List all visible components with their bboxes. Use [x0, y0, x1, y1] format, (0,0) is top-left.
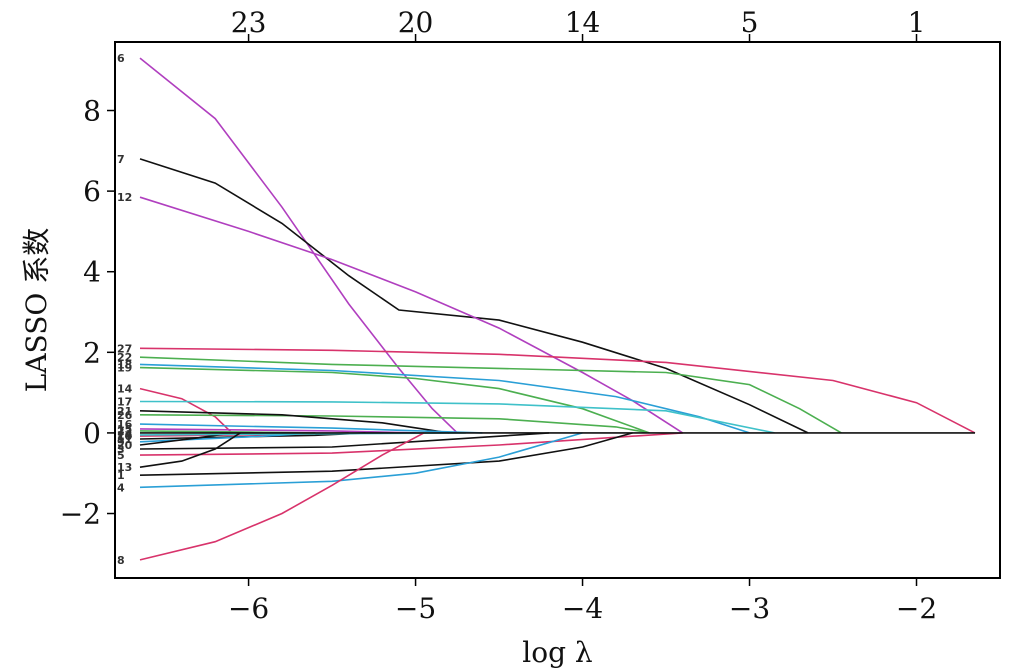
x-tick-label: −3 [729, 592, 770, 625]
top-tick-label: 1 [908, 6, 926, 39]
y-tick-label: −2 [60, 498, 101, 531]
series-label-6: 6 [117, 52, 125, 65]
series-label-16: 16 [117, 418, 133, 431]
series-label-7: 7 [117, 153, 125, 166]
x-tick-label: −5 [395, 592, 436, 625]
series-line-13 [139, 432, 241, 468]
series-label-20: 20 [117, 439, 133, 452]
top-tick-label: 20 [398, 6, 434, 39]
series-label-4: 4 [117, 481, 125, 494]
series-line-22 [139, 356, 842, 434]
series-lines [139, 57, 976, 561]
series-label-10: 10 [117, 430, 133, 443]
series-label-12: 12 [117, 191, 132, 204]
x-axis-title: log λ [522, 636, 592, 669]
series-labels: 6712272218191417262116151011920242335131… [117, 52, 133, 567]
series-label-9: 9 [117, 436, 125, 449]
series-label-15: 15 [117, 423, 132, 436]
series-label-11: 11 [117, 433, 132, 446]
x-tick-label: −4 [562, 592, 603, 625]
y-tick-label: 2 [83, 336, 101, 369]
series-line-19 [139, 366, 650, 434]
top-tick-label: 5 [741, 6, 759, 39]
y-axis-ticks: −2 0 2 4 6 8 [60, 95, 115, 531]
series-label-13: 13 [117, 461, 132, 474]
x-tick-label: −2 [896, 592, 937, 625]
series-line-26 [139, 414, 650, 434]
series-line-27 [139, 347, 976, 434]
series-label-3: 3 [117, 443, 125, 456]
series-label-17: 17 [117, 395, 132, 408]
series-line-8 [139, 432, 425, 561]
top-tick-label: 14 [565, 6, 601, 39]
y-tick-label: 8 [83, 95, 101, 128]
series-label-23: 23 [117, 425, 132, 438]
top-tick-label: 23 [231, 6, 267, 39]
y-axis-title: LASSO 系数 [20, 228, 53, 393]
series-line-3 [139, 432, 550, 450]
series-label-26: 26 [117, 409, 133, 422]
top-axis-ticks: 23 20 14 5 1 [231, 6, 926, 42]
series-line-5 [139, 432, 683, 456]
x-axis-ticks: −6 −5 −4 −3 −2 [228, 578, 937, 625]
series-label-19: 19 [117, 362, 132, 375]
plot-frame [114, 41, 1001, 579]
series-label-27: 27 [117, 342, 132, 355]
series-line-16 [139, 423, 483, 434]
series-line-6 [139, 57, 458, 434]
series-line-4 [139, 432, 583, 489]
series-line-18 [139, 363, 750, 434]
series-line-21 [139, 410, 450, 434]
series-label-1: 1 [117, 469, 125, 482]
series-label-24: 24 [117, 429, 133, 442]
series-line-7 [139, 158, 809, 434]
series-label-14: 14 [117, 383, 133, 396]
y-tick-label: 6 [83, 175, 101, 208]
series-label-21: 21 [117, 405, 132, 418]
series-line-1 [139, 432, 633, 476]
series-label-22: 22 [117, 351, 132, 364]
series-line-14 [139, 387, 233, 434]
x-tick-label: −6 [228, 592, 269, 625]
series-line-17 [139, 400, 775, 434]
y-tick-label: 0 [83, 417, 101, 450]
series-label-8: 8 [117, 554, 125, 567]
series-label-18: 18 [117, 358, 132, 371]
series-label-5: 5 [117, 449, 125, 462]
series-line-12 [139, 196, 684, 434]
y-tick-label: 4 [83, 256, 101, 289]
